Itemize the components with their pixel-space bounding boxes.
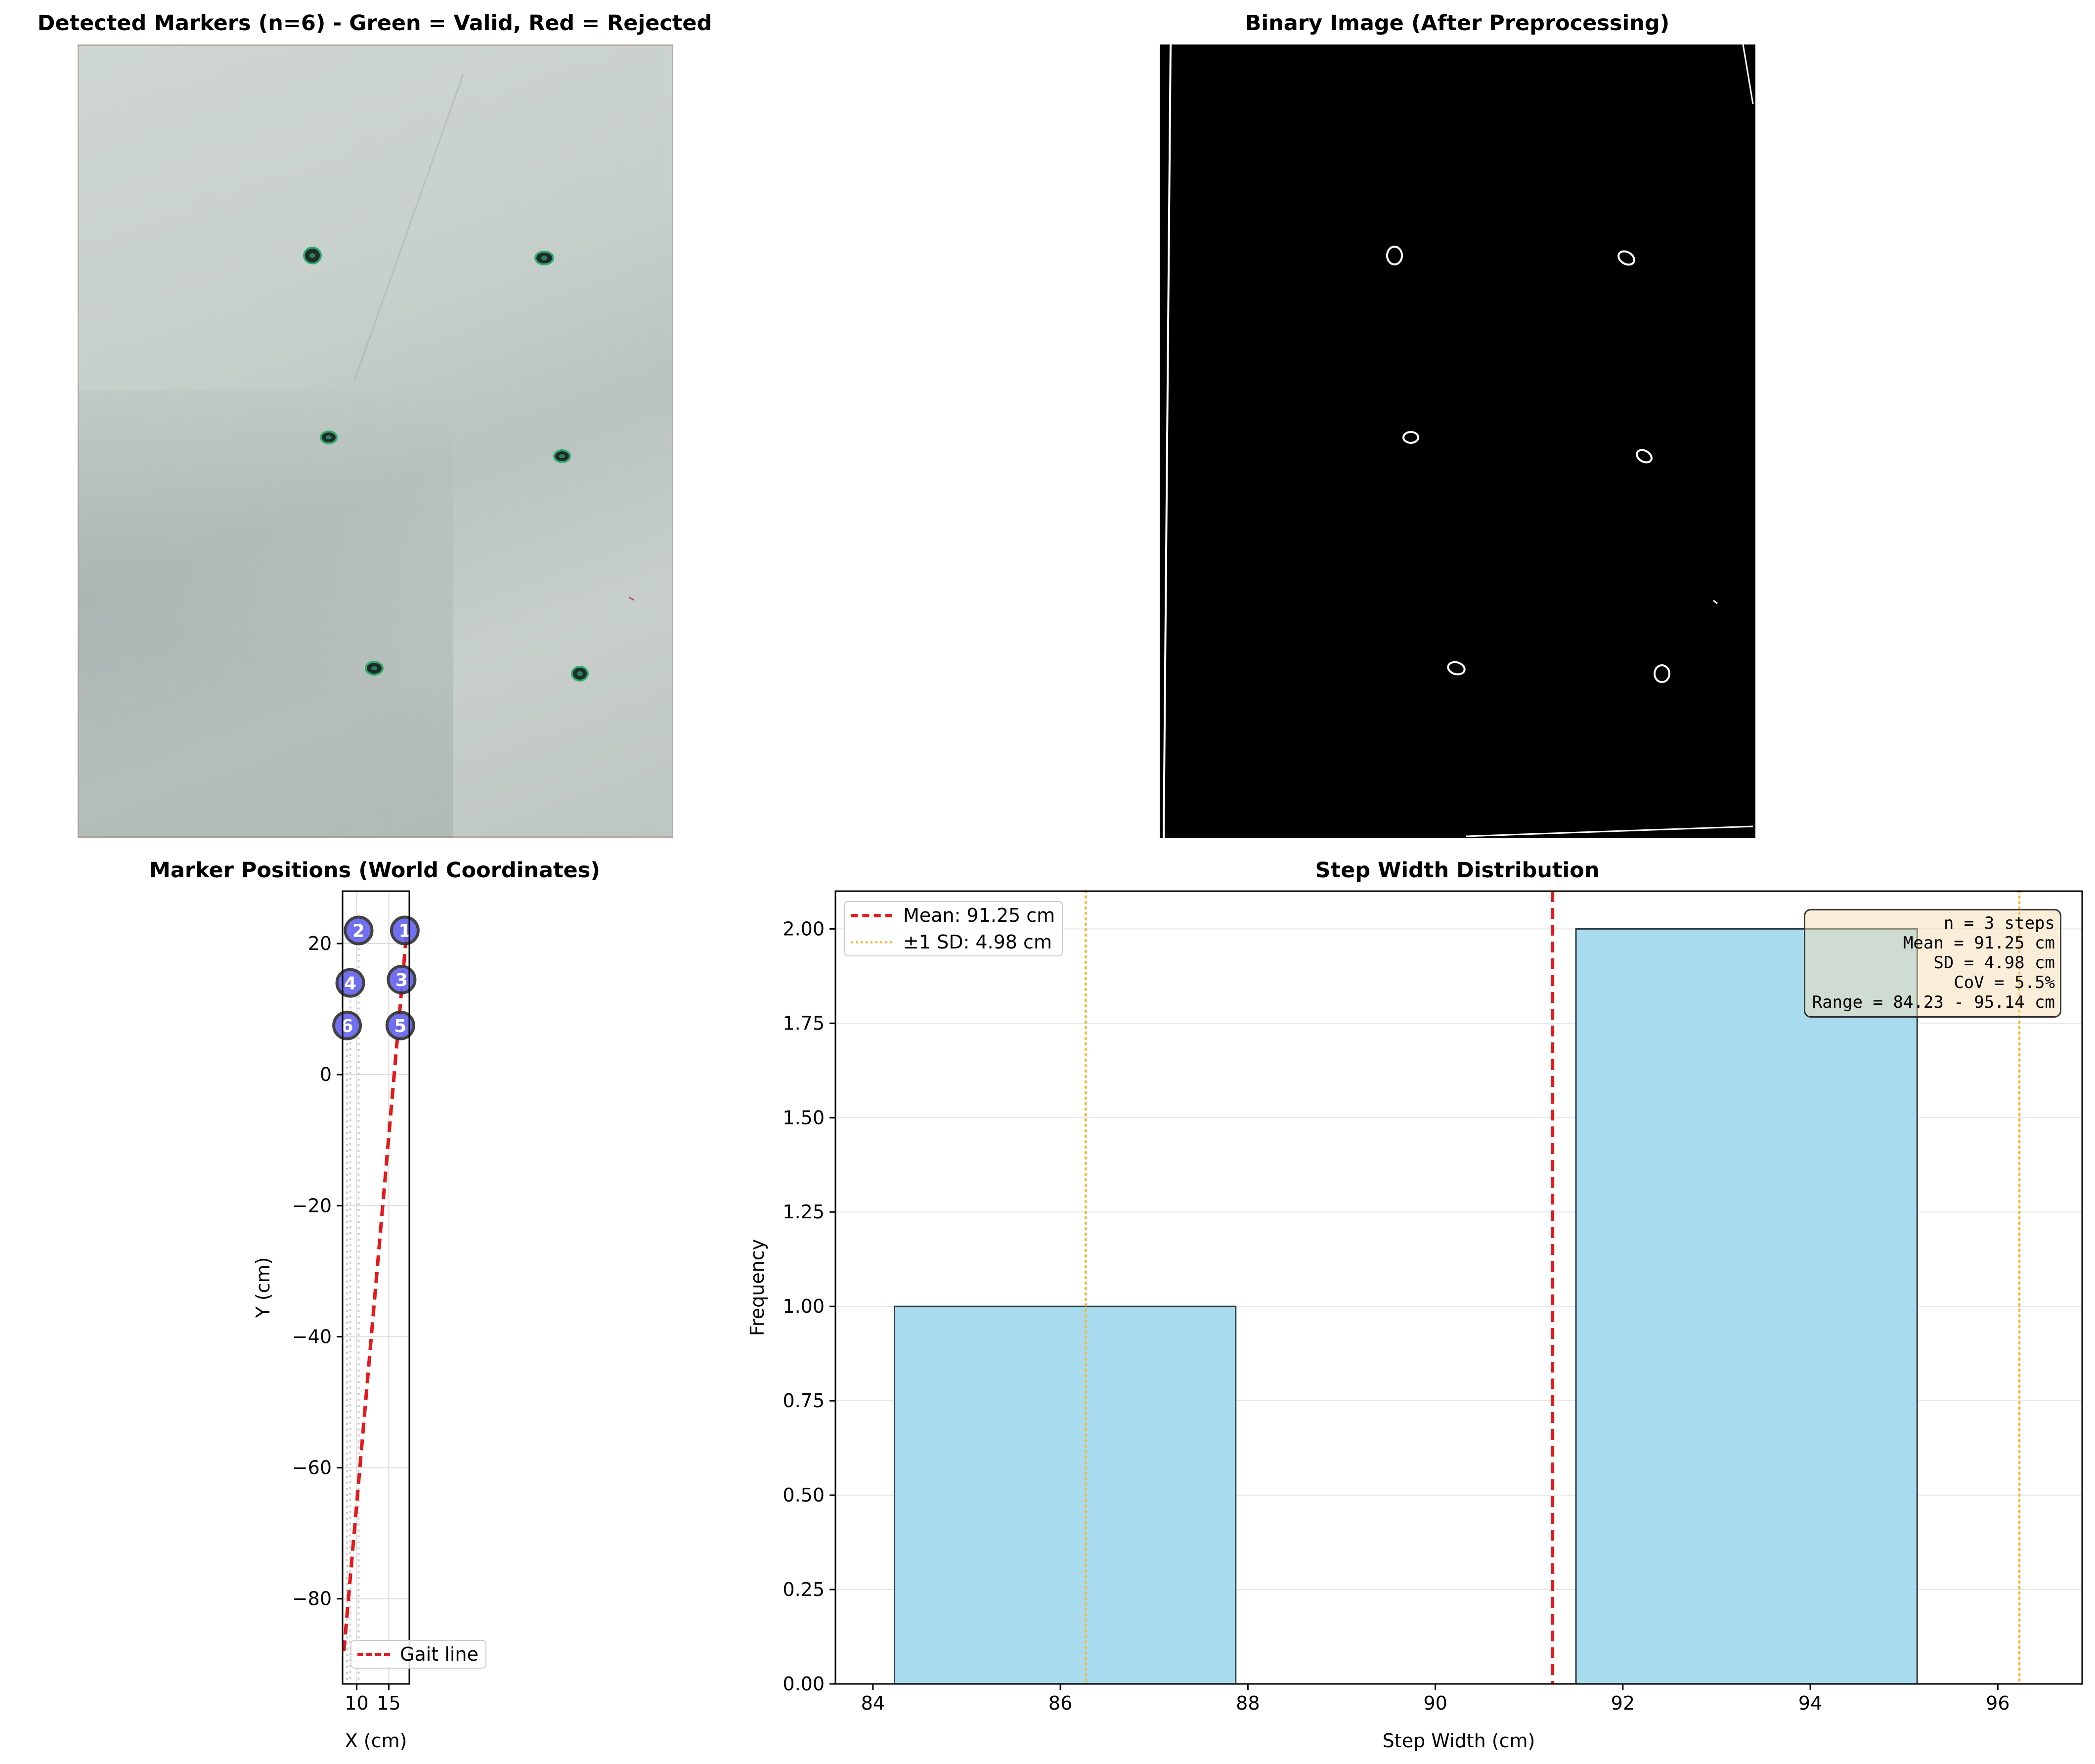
plot-frame: [834, 890, 2083, 1685]
legend-item-gait-line: Gait line: [351, 1641, 485, 1668]
plot-frame: [342, 890, 410, 1685]
noise-blob: [1713, 600, 1718, 604]
scatter-legend: Gait line: [350, 1640, 486, 1669]
binary-image: [1160, 44, 1755, 838]
marker-point: [390, 915, 420, 946]
marker-point: [332, 1010, 362, 1040]
legend-item-sd: ±1 SD: 4.98 cm: [845, 929, 1062, 955]
y-tick-label: 0.00: [783, 1673, 825, 1695]
x-axis-label: X (cm): [345, 1730, 407, 1752]
x-tick-label: 88: [1236, 1692, 1260, 1714]
x-axis-label: Step Width (cm): [1383, 1730, 1535, 1752]
step-width-title: Step Width Distribution: [1315, 858, 1600, 883]
histogram-bar: [893, 1305, 1237, 1685]
y-axis-label: Frequency: [746, 1239, 768, 1336]
gait-line-swatch: [357, 1653, 390, 1656]
x-tick-label: 96: [1986, 1692, 2009, 1714]
y-tick-label: 1.50: [783, 1107, 825, 1128]
detected-marker: [553, 449, 571, 463]
histogram-legend: Mean: 91.25 cm ±1 SD: 4.98 cm: [844, 901, 1063, 956]
legend-label: Mean: 91.25 cm: [903, 904, 1055, 926]
x-tick-label: 92: [1611, 1692, 1635, 1714]
marker-positions-title: Marker Positions (World Coordinates): [149, 858, 600, 883]
marker-contour: [1654, 664, 1670, 683]
y-tick-label: −20: [292, 1195, 332, 1216]
x-tick-label: 94: [1798, 1692, 1822, 1714]
legend-label: ±1 SD: 4.98 cm: [903, 931, 1052, 953]
marker-label: 4: [344, 974, 356, 994]
marker-point: [387, 964, 417, 994]
y-tick-label: −80: [292, 1588, 332, 1610]
y-tick-label: 0.50: [783, 1484, 825, 1506]
marker-contour: [1402, 431, 1419, 444]
y-tick-label: 0: [320, 1064, 332, 1085]
stats-line: SD = 4.98 cm: [1933, 953, 2055, 973]
paper-edge-right: [1742, 44, 1754, 104]
gait-line: [342, 930, 409, 1652]
marker-label: 2: [352, 921, 365, 942]
stats-line: n = 3 steps: [1943, 913, 2055, 933]
stats-box: n = 3 steps Mean = 91.25 cm SD = 4.98 cm Co…: [1803, 909, 2061, 1018]
stats-line: Mean = 91.25 cm: [1903, 933, 2055, 953]
mean-swatch: [851, 913, 892, 917]
marker-contour: [1386, 246, 1403, 265]
stats-line: Range = 84.23 - 95.14 cm: [1812, 992, 2055, 1012]
y-tick-label: 1.25: [783, 1201, 825, 1223]
x-tick-label: 90: [1423, 1692, 1447, 1714]
x-tick-label: 86: [1048, 1692, 1072, 1714]
detected-markers-title: Detected Markers (n=6) - Green = Valid, …: [37, 11, 712, 36]
marker-point: [335, 968, 365, 998]
marker-label: 3: [395, 970, 408, 990]
x-tick-label: 10: [345, 1692, 368, 1714]
detected-marker: [571, 666, 589, 682]
marker-contour: [1636, 449, 1653, 464]
y-tick-label: 1.00: [783, 1295, 825, 1317]
detected-marker: [320, 430, 338, 444]
stats-line: CoV = 5.5%: [1954, 973, 2055, 992]
detected-markers-overlay: [303, 74, 634, 682]
marker-label: 5: [394, 1016, 406, 1036]
y-axis-label: Y (cm): [252, 1257, 274, 1319]
x-tick-label: 15: [377, 1692, 400, 1714]
x-tick-label: 84: [861, 1692, 885, 1714]
paper-edge-bottom: [1466, 825, 1753, 837]
detected-marker: [365, 661, 384, 676]
marker-contour: [1617, 250, 1635, 266]
histogram-bar: [1575, 928, 1918, 1685]
y-tick-label: 0.25: [783, 1579, 825, 1600]
binary-image-title: Binary Image (After Preprocessing): [1245, 11, 1670, 36]
detected-marker: [534, 251, 554, 265]
y-tick-label: 2.00: [783, 918, 825, 940]
y-tick-label: −60: [292, 1457, 332, 1479]
marker-point: [344, 915, 374, 946]
paper-crease: [353, 74, 464, 381]
rejected-mark: [628, 596, 634, 601]
marker-point: [385, 1010, 415, 1040]
y-tick-label: 1.75: [783, 1012, 825, 1034]
legend-label: Gait line: [400, 1643, 479, 1665]
y-tick-label: 0.75: [783, 1390, 825, 1412]
sd-swatch: [851, 941, 892, 944]
y-tick-label: 20: [308, 933, 332, 954]
photo-shadow: [78, 390, 453, 838]
y-tick-label: −40: [292, 1326, 332, 1347]
legend-item-mean: Mean: 91.25 cm: [845, 902, 1062, 929]
binary-image-contours: [1163, 44, 1754, 838]
detected-markers-photo: [78, 44, 673, 838]
marker-contour: [1447, 661, 1466, 676]
paper-edge-left: [1163, 44, 1172, 838]
detected-marker: [303, 247, 322, 264]
